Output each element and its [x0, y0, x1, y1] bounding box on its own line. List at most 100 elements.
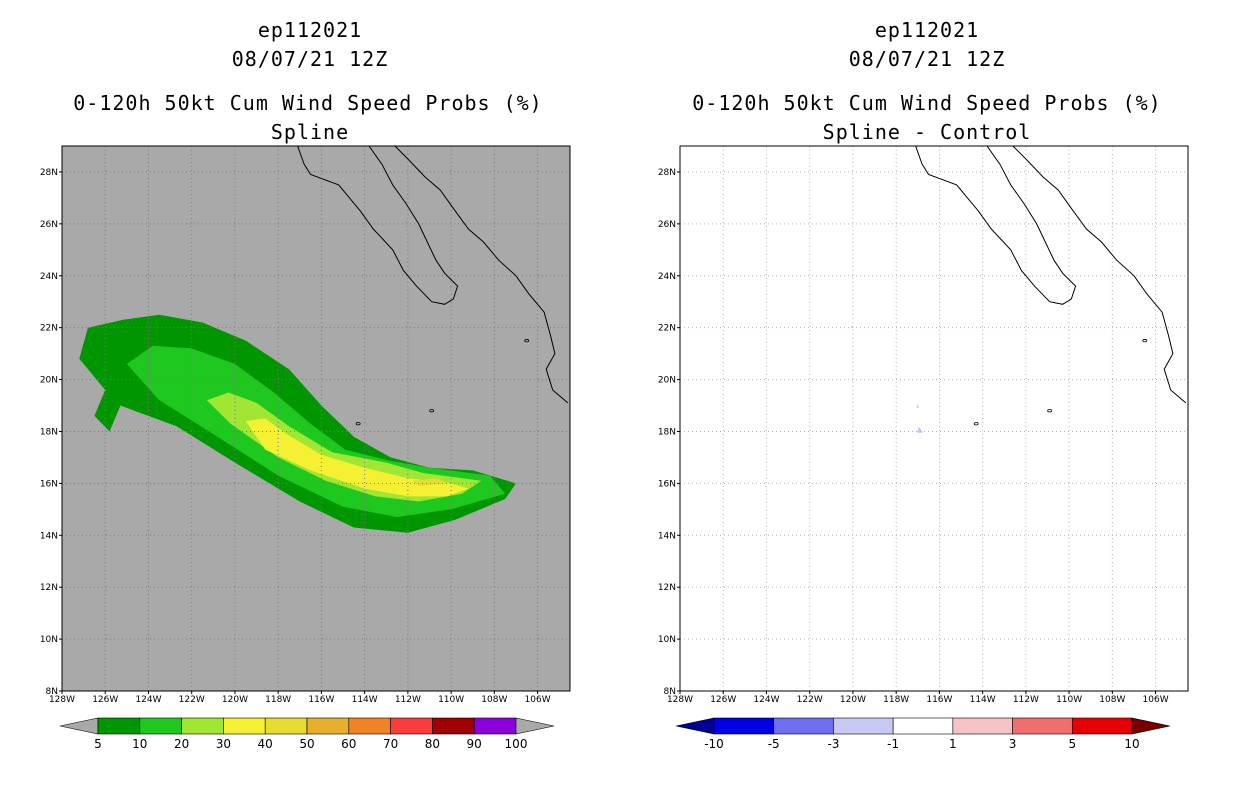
- coastline-baja-california: [297, 146, 459, 305]
- colorbar-swatch: [181, 717, 224, 735]
- x-tick-label: 116W: [308, 695, 334, 705]
- colorbar-label: 30: [216, 737, 231, 751]
- map-frame: [679, 145, 1189, 692]
- island-outline: [1047, 409, 1053, 413]
- x-tick-label: 108W: [1099, 695, 1125, 705]
- colorbar-label: 10: [1124, 737, 1139, 751]
- island-outline: [1142, 339, 1148, 343]
- x-tick-label: 106W: [525, 695, 551, 705]
- colorbar-swatch: [833, 717, 894, 735]
- colorbar-swatch: [97, 717, 141, 735]
- colorbar-low-arrow: [675, 717, 715, 735]
- coastline-mainland-mexico: [1012, 146, 1187, 404]
- x-tick-label: 110W: [1056, 695, 1082, 705]
- x-tick-label: 120W: [222, 695, 248, 705]
- colorbar-swatch: [713, 717, 775, 735]
- colorbar-label: 70: [383, 737, 398, 751]
- left-map-panel: 128W 126W 124W 122W 120W 118W 116W 114W 112W 110W…: [40, 145, 571, 705]
- x-tick-label: 122W: [797, 695, 823, 705]
- difference-area-2: [850, 325, 853, 328]
- colorbar-swatch: [1071, 717, 1133, 735]
- colorbar-swatch: [264, 717, 308, 735]
- x-tick-label: 126W: [92, 695, 118, 705]
- y-tick-label: 16N: [658, 479, 676, 489]
- difference-area-1: [916, 402, 919, 409]
- y-tick-label: 8N: [664, 687, 676, 697]
- y-tick-label: 22N: [40, 324, 58, 334]
- y-tick-label: 20N: [658, 376, 676, 386]
- colorbar-swatch: [348, 717, 391, 735]
- y-tick-label: 12N: [658, 583, 676, 593]
- colorbar-swatch: [892, 717, 954, 735]
- colorbar-high-arrow: [515, 717, 555, 735]
- x-tick-label: 112W: [395, 695, 421, 705]
- left-title-date: 08/07/21 12Z: [231, 47, 389, 71]
- x-tick-label: 120W: [840, 695, 866, 705]
- x-tick-label: 116W: [926, 695, 952, 705]
- island-outline: [524, 339, 530, 343]
- y-tick-label: 16N: [40, 479, 58, 489]
- colorbar-label: 5: [1068, 737, 1076, 751]
- colorbar-label: -3: [827, 737, 839, 751]
- y-tick-label: 28N: [658, 168, 676, 178]
- colorbar-label: 80: [425, 737, 440, 751]
- left-title-storm-id: ep112021: [257, 18, 363, 42]
- x-tick-label: 128W: [667, 695, 693, 705]
- y-tick-label: 20N: [40, 376, 58, 386]
- y-tick-label: 8N: [46, 687, 58, 697]
- right-title-method: Spline - Control: [822, 120, 1032, 144]
- y-tick-label: 26N: [40, 220, 58, 230]
- y-tick-label: 18N: [658, 427, 676, 437]
- x-tick-label: 112W: [1013, 695, 1039, 705]
- colorbar-label: 60: [341, 737, 356, 751]
- x-tick-label: 110W: [438, 695, 464, 705]
- x-tick-label: 122W: [179, 695, 205, 705]
- y-tick-label: 14N: [658, 531, 676, 541]
- colorbar-swatch: [390, 717, 433, 735]
- y-tick-label: 26N: [658, 220, 676, 230]
- y-tick-label: 14N: [40, 531, 58, 541]
- right-title-date: 08/07/21 12Z: [848, 47, 1006, 71]
- colorbar-swatch: [223, 717, 266, 735]
- right-colorbar: -10 -5 -3 -1 1 3 5 10: [675, 717, 1171, 751]
- y-tick-label: 22N: [658, 324, 676, 334]
- colorbar-label: 10: [132, 737, 147, 751]
- island-outline: [973, 422, 979, 426]
- left-title-product: 0-120h 50kt Cum Wind Speed Probs (%): [73, 91, 543, 115]
- coastline-mainland-mexico: [394, 146, 569, 404]
- x-tick-label: 106W: [1143, 695, 1169, 705]
- map-content: [62, 146, 570, 691]
- coastline-baja-california: [915, 146, 1077, 305]
- x-tick-label: 114W: [352, 695, 378, 705]
- colorbar-label: 20: [174, 737, 189, 751]
- island-outline: [355, 422, 361, 426]
- colorbar-label: -1: [887, 737, 899, 751]
- difference-area-0: [916, 426, 924, 433]
- y-tick-label: 24N: [658, 272, 676, 282]
- colorbar-swatch: [952, 717, 1013, 735]
- probability-contour-30-40: [245, 418, 469, 497]
- colorbar-label: 90: [467, 737, 482, 751]
- x-tick-label: 126W: [710, 695, 736, 705]
- colorbar-label: 1: [949, 737, 957, 751]
- island-outline: [429, 409, 435, 413]
- left-colorbar: 5 10 20 30 40 50 60 70 80 90 100: [59, 717, 555, 751]
- colorbar-label: 100: [505, 737, 528, 751]
- right-title-product: 0-120h 50kt Cum Wind Speed Probs (%): [692, 91, 1162, 115]
- right-map-panel: 128W 126W 124W 122W 120W 118W 116W 114W 112W 110W…: [658, 145, 1189, 705]
- y-tick-label: 18N: [40, 427, 58, 437]
- colorbar-high-arrow: [1131, 717, 1171, 735]
- y-tick-label: 24N: [40, 272, 58, 282]
- colorbar-label: 50: [299, 737, 314, 751]
- colorbar-label: 5: [94, 737, 102, 751]
- colorbar-label: -5: [768, 737, 780, 751]
- map-frame: [61, 145, 571, 692]
- x-tick-label: 114W: [970, 695, 996, 705]
- colorbar-label: 40: [258, 737, 273, 751]
- colorbar-swatch: [432, 717, 475, 735]
- x-tick-label: 118W: [265, 695, 291, 705]
- grid-lines: [62, 146, 570, 691]
- y-tick-label: 10N: [40, 635, 58, 645]
- y-tick-label: 28N: [40, 168, 58, 178]
